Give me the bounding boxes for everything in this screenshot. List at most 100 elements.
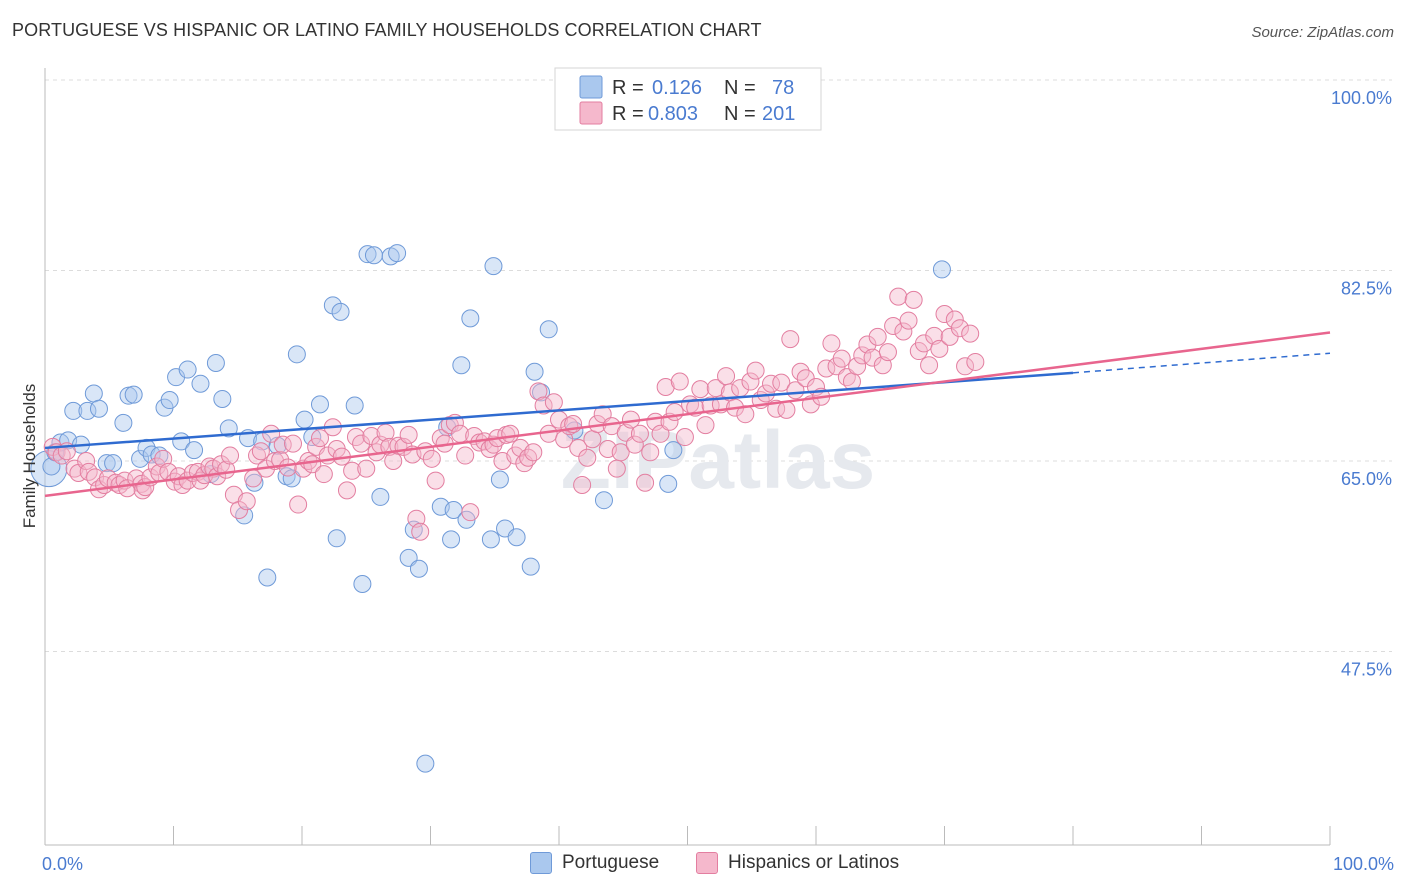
hispanic-point <box>607 459 626 478</box>
hispanic-point <box>314 465 333 484</box>
hispanics-label: Hispanics or Latinos <box>728 852 900 873</box>
hispanic-point <box>251 442 270 461</box>
hispanic-point <box>411 522 430 541</box>
portuguese-point <box>442 530 461 549</box>
hispanic-point <box>904 290 923 309</box>
hispanic-point <box>625 435 644 454</box>
portuguese-point <box>84 384 103 403</box>
portuguese-point <box>142 445 161 464</box>
hispanic-point <box>656 377 675 396</box>
chart-title: PORTUGUESE VS HISPANIC OR LATINO FAMILY … <box>12 20 762 40</box>
hispanic-point <box>237 492 256 511</box>
y-axis-label: Family Households <box>20 384 39 529</box>
portuguese-point <box>323 296 342 315</box>
portuguese-swatch <box>530 852 552 874</box>
hispanic-point <box>651 424 670 443</box>
portuguese-point <box>213 389 232 408</box>
axes <box>44 68 1331 846</box>
portuguese-point <box>358 245 377 264</box>
portuguese-point <box>345 396 364 415</box>
legend-item-hispanics: Hispanics or Latinos <box>696 852 899 874</box>
legend-swatch-blue <box>579 75 603 99</box>
portuguese-point <box>507 528 526 547</box>
portuguese-point <box>310 395 329 414</box>
hispanic-point <box>920 356 939 375</box>
hispanic-point <box>544 393 563 412</box>
portuguese-point <box>388 244 407 263</box>
hispanic-point <box>399 425 418 444</box>
x-tick-label: 0.0% <box>42 854 83 874</box>
legend-r-label-1: R = <box>612 77 644 99</box>
hispanic-point <box>741 372 760 391</box>
portuguese-point <box>659 474 678 493</box>
hispanic-point <box>930 339 949 358</box>
portuguese-point <box>404 520 423 539</box>
hispanic-point <box>822 334 841 353</box>
hispanic-point <box>630 424 649 443</box>
portuguese-point <box>131 449 150 468</box>
x-tick-label: 100.0% <box>1333 854 1394 874</box>
legend-n-value-1: 78 <box>772 77 794 99</box>
hispanic-point <box>77 452 96 470</box>
hispanic-point <box>310 429 329 448</box>
legend-swatch-pink <box>579 101 603 125</box>
portuguese-point <box>219 419 238 438</box>
hispanic-point <box>746 361 765 380</box>
hispanic-point <box>221 446 240 465</box>
hispanic-point <box>524 443 543 462</box>
hispanic-point <box>289 495 308 514</box>
portuguese-points <box>30 68 951 773</box>
hispanic-point <box>534 396 553 415</box>
hispanic-point <box>868 327 887 346</box>
portuguese-point <box>287 345 306 364</box>
hispanic-point <box>278 458 297 477</box>
portuguese-point <box>178 360 197 379</box>
portuguese-point <box>490 470 509 489</box>
hispanic-point <box>337 481 356 500</box>
hispanic-point <box>894 322 913 341</box>
hispanic-point <box>593 405 612 424</box>
portuguese-point <box>521 557 540 576</box>
portuguese-point <box>416 754 435 773</box>
portuguese-point <box>78 401 97 420</box>
portuguese-point <box>89 399 108 418</box>
hispanic-point <box>878 343 897 362</box>
y-tick-label: 65.0% <box>1341 469 1392 489</box>
portuguese-point <box>594 491 613 510</box>
hispanic-point <box>529 382 548 401</box>
hispanic-point <box>519 448 538 467</box>
portuguese-point <box>160 391 179 410</box>
hispanics-swatch <box>696 852 718 874</box>
hispanic-point <box>945 310 964 329</box>
portuguese-point <box>235 506 254 525</box>
y-tick-label: 82.5% <box>1341 279 1392 299</box>
hispanic-point <box>262 424 281 443</box>
portuguese-point <box>104 454 123 473</box>
hispanic-point <box>569 438 588 457</box>
hispanic-point <box>670 372 689 391</box>
portuguese-point <box>932 260 951 279</box>
hispanic-point <box>501 424 520 443</box>
hispanic-point <box>717 367 736 386</box>
hispanic-point <box>384 452 403 470</box>
hispanic-point <box>461 503 480 522</box>
hispanic-point <box>777 400 796 419</box>
y-tick-label: 100.0% <box>1331 88 1392 108</box>
portuguese-point <box>481 530 500 549</box>
portuguese-point <box>282 469 301 488</box>
grid-lines <box>45 79 1392 652</box>
portuguese-point <box>484 257 503 276</box>
hispanic-point <box>966 352 985 371</box>
legend-box: R = 0.126 N = 78 R = 0.803 N = 201 <box>554 67 822 131</box>
hispanic-point <box>772 373 791 392</box>
hispanic-point <box>284 434 303 453</box>
bottom-legend: Portuguese Hispanics or Latinos <box>0 852 1406 878</box>
hispanic-point <box>422 449 441 468</box>
portuguese-point <box>64 401 83 420</box>
hispanic-point <box>636 473 655 492</box>
portuguese-point <box>353 575 372 594</box>
hispanic-point <box>832 349 851 368</box>
hispanic-point <box>352 434 371 453</box>
hispanic-point <box>675 428 694 447</box>
